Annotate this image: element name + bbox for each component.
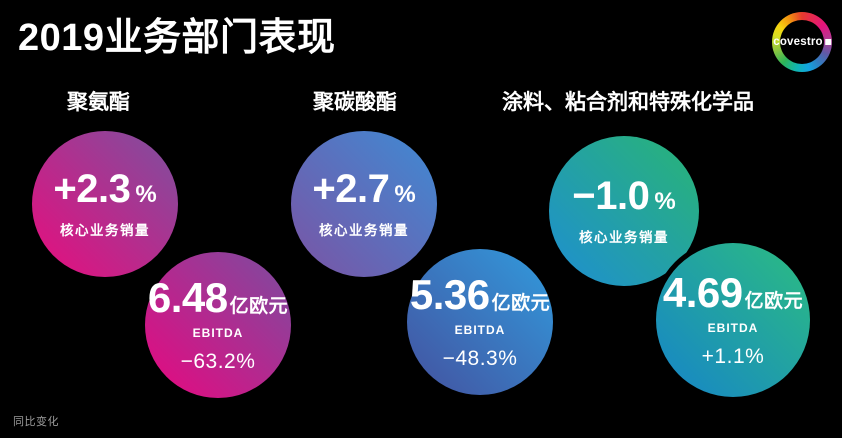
volume-bubble-coatings-adhesives-specialties: −1.0 % 核心业务销量: [549, 136, 699, 286]
ebitda-change: −48.3%: [442, 346, 518, 370]
logo-square-icon: [824, 39, 831, 45]
volume-change-value: +2.3 %: [53, 169, 156, 209]
ebitda-label: EBITDA: [454, 322, 506, 337]
volume-label: 核心业务销量: [319, 223, 409, 238]
volume-label: 核心业务销量: [579, 230, 669, 245]
ebitda-number: 6.48: [147, 273, 228, 321]
percent-sign: %: [135, 181, 157, 208]
ebitda-unit: 亿欧元: [229, 295, 289, 317]
ebitda-number: 5.36: [409, 270, 490, 318]
ebitda-bubble-polyurethanes: 6.48 亿欧元 EBITDA −63.2%: [145, 252, 291, 398]
volume-change-value: −1.0 %: [572, 176, 675, 216]
percent-sign: %: [654, 188, 676, 215]
ebitda-value: 5.36 亿欧元: [409, 270, 551, 318]
segment-title-coatings-adhesives-specialties: 涂料、粘合剂和特殊化学品: [502, 91, 754, 114]
volume-change-value: +2.7 %: [312, 169, 415, 209]
ebitda-unit: 亿欧元: [491, 292, 551, 314]
ebitda-change: −63.2%: [180, 349, 256, 373]
ebitda-bubble-polycarbonates: 5.36 亿欧元 EBITDA −48.3%: [407, 249, 553, 395]
logo-wordmark: covestro: [773, 36, 831, 48]
ebitda-change: +1.1%: [701, 344, 765, 368]
ebitda-value: 4.69 亿欧元: [662, 268, 804, 316]
volume-bubble-polycarbonates: +2.7 % 核心业务销量: [291, 131, 437, 277]
ebitda-value: 6.48 亿欧元: [147, 273, 289, 321]
page-title: 2019业务部门表现: [18, 17, 336, 59]
logo-rainbow-ring-icon: [772, 12, 832, 72]
ebitda-label: EBITDA: [192, 325, 244, 340]
covestro-logo: covestro: [772, 12, 832, 72]
ebitda-label: EBITDA: [707, 320, 759, 335]
volume-label: 核心业务销量: [60, 223, 150, 238]
ebitda-number: 4.69: [662, 268, 743, 316]
volume-change-number: −1.0: [572, 174, 650, 218]
segment-title-polyurethanes: 聚氨酯: [67, 91, 130, 114]
percent-sign: %: [394, 181, 416, 208]
ebitda-bubble-coatings-adhesives-specialties: 4.69 亿欧元 EBITDA +1.1%: [656, 243, 810, 397]
volume-change-number: +2.7: [312, 167, 390, 211]
footnote-yoy-change: 同比变化: [13, 416, 59, 428]
volume-change-number: +2.3: [53, 167, 131, 211]
volume-bubble-polyurethanes: +2.3 % 核心业务销量: [32, 131, 178, 277]
segment-title-polycarbonates: 聚碳酸酯: [313, 91, 397, 114]
ebitda-unit: 亿欧元: [744, 290, 804, 312]
logo-wordmark-text: covestro: [773, 36, 823, 48]
